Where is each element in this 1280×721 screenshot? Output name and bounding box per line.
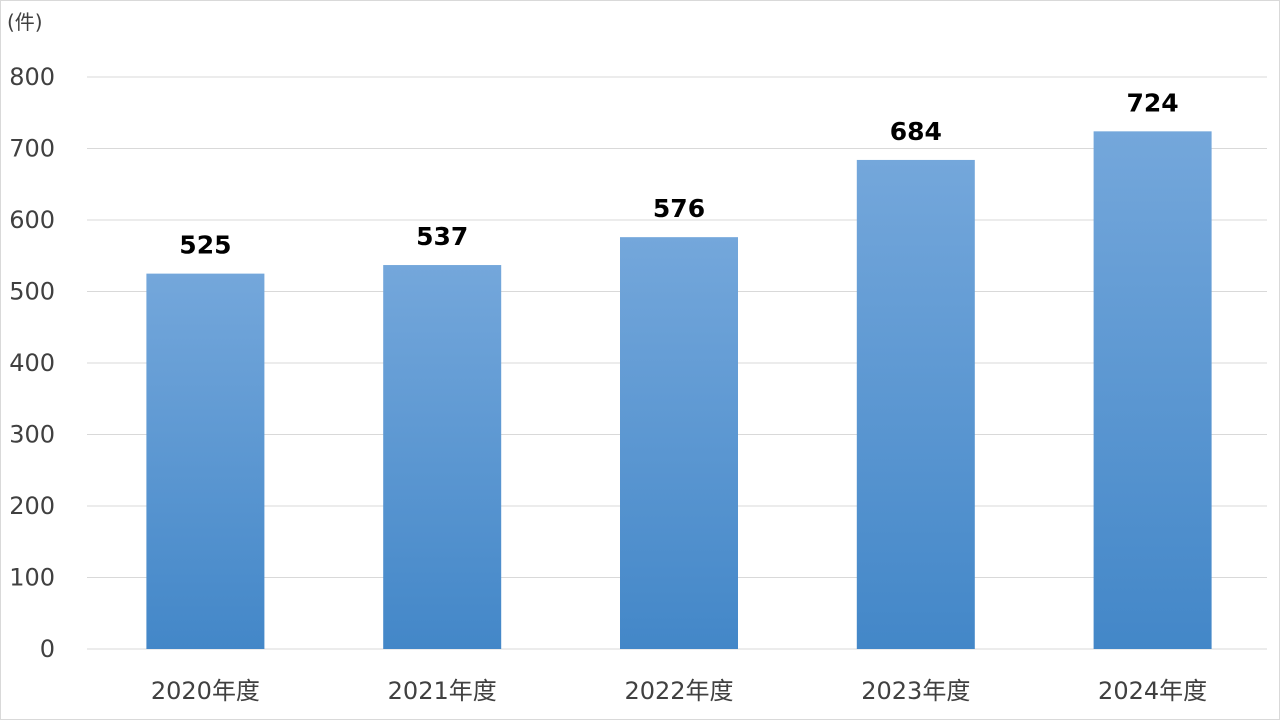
y-tick-label: 200	[9, 492, 55, 520]
x-category-label: 2022年度	[624, 677, 733, 705]
x-axis-categories: 2020年度 2021年度 2022年度 2023年度 2024年度	[151, 677, 1207, 705]
bar-2024年度	[1093, 131, 1212, 650]
y-tick-label: 800	[9, 63, 55, 91]
y-tick-label: 300	[9, 421, 55, 449]
y-tick-label: 0	[40, 635, 55, 663]
data-label: 576	[653, 194, 705, 223]
x-category-label: 2023年度	[861, 677, 970, 705]
y-unit-label: (件)	[7, 10, 43, 34]
x-category-label: 2020年度	[151, 677, 260, 705]
data-label: 525	[179, 231, 231, 260]
y-tick-label: 400	[9, 349, 55, 377]
x-category-label: 2021年度	[388, 677, 497, 705]
y-tick-label: 500	[9, 278, 55, 306]
x-category-label: 2024年度	[1098, 677, 1207, 705]
bar-2023年度	[856, 159, 975, 649]
bar-2020年度	[146, 273, 265, 649]
data-labels: 525 537 576 684 724	[179, 88, 1178, 259]
data-label: 537	[416, 222, 468, 251]
data-label: 684	[890, 117, 942, 146]
bar-2021年度	[383, 265, 502, 649]
y-tick-label: 100	[9, 564, 55, 592]
y-tick-label: 600	[9, 206, 55, 234]
y-tick-label: 700	[9, 135, 55, 163]
data-label: 724	[1127, 88, 1179, 117]
bar-2022年度	[620, 237, 738, 649]
bars	[146, 131, 1212, 650]
y-axis-ticks: 0 100 200 300 400 500 600 700 800	[9, 63, 55, 663]
